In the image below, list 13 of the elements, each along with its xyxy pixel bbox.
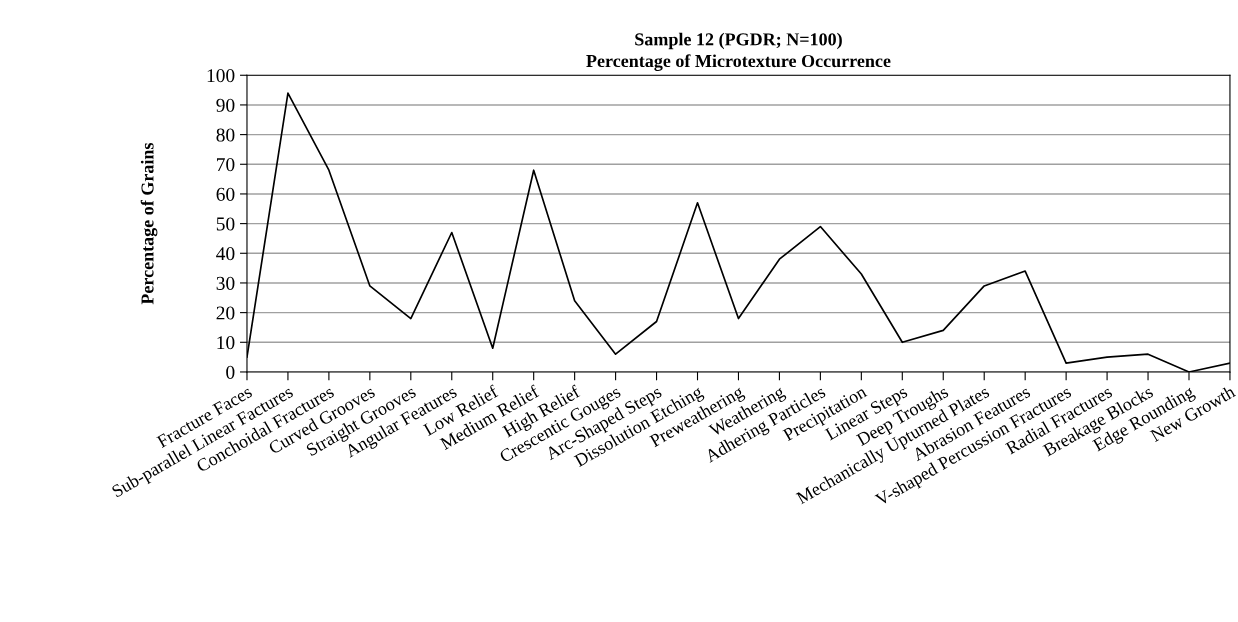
y-tick-label: 40 (216, 247, 235, 261)
y-axis-title: Percentage of Grains (140, 142, 158, 305)
y-tick-label: 50 (216, 217, 235, 231)
y-tick-label: 60 (216, 187, 235, 201)
y-tick-label: 100 (207, 69, 235, 83)
chart-title: Sample 12 (PGDR; N=100) Percentage of Microtexture Occurrence (586, 32, 891, 71)
y-tick-label: 70 (217, 158, 235, 172)
y-tick-label: 80 (216, 128, 235, 142)
y-tick-label: 10 (217, 336, 235, 350)
y-tick-label: 90 (216, 98, 235, 112)
y-tick-label: 30 (216, 276, 235, 290)
y-tick-label: 0 (226, 365, 235, 379)
y-tick-label: 20 (216, 306, 235, 320)
